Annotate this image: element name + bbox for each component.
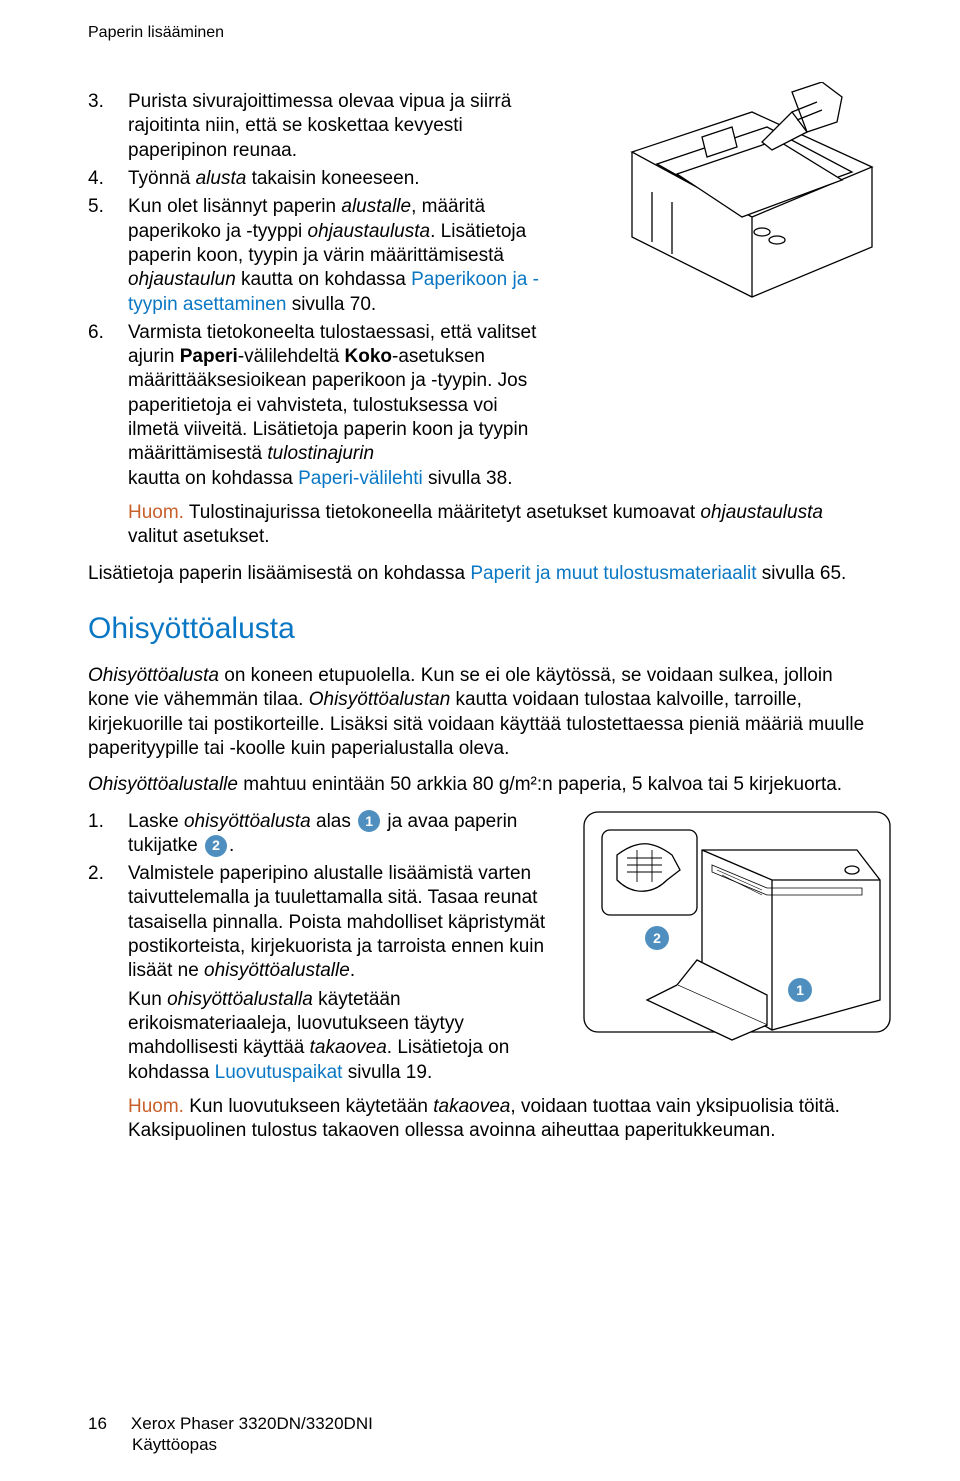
item-number: 3.	[88, 90, 110, 163]
item-number: 6.	[88, 321, 110, 491]
text-italic: Ohisyöttöalustan	[309, 689, 451, 710]
text-italic: takaovea	[310, 1037, 387, 1058]
text: Kun olet lisännyt paperin	[128, 196, 341, 217]
note-label: Huom.	[128, 502, 184, 523]
paragraph-2a: Ohisyöttöalusta on koneen etupuolella. K…	[88, 664, 872, 761]
text: takaisin koneeseen.	[246, 168, 419, 189]
note-label: Huom.	[128, 1096, 184, 1117]
text-italic: tulostinajurin	[267, 443, 374, 464]
figure-paper-tray	[592, 82, 892, 342]
block-steps-1-2: 2 1 1. Laske ohisyöttöalusta alas 1 ja a…	[88, 810, 872, 1144]
page-footer: 16 Xerox Phaser 3320DN/3320DNI Käyttöopas	[88, 1413, 373, 1456]
footer-product: Xerox Phaser 3320DN/3320DNI	[131, 1414, 373, 1433]
text-italic: ohjaustaulusta	[700, 502, 823, 523]
note-1: Huom. Tulostinajurissa tietokoneella mää…	[128, 501, 872, 550]
text: -välilehdeltä	[238, 346, 345, 367]
text: sivulla 19.	[342, 1062, 432, 1083]
text: sivulla 65.	[757, 563, 847, 584]
link-text: Paperit ja muut tulostusmateriaalit	[470, 563, 756, 584]
list-item: 6. Varmista tietokoneelta tulostaessasi,…	[88, 321, 872, 491]
item-body: Varmista tietokoneelta tulostaessasi, et…	[128, 321, 872, 491]
link-text: Luovutuspaikat	[215, 1062, 343, 1083]
item-number: 2.	[88, 862, 110, 1085]
text-italic: ohisyöttöalusta	[184, 811, 311, 832]
figure-printer-bypass: 2 1	[582, 810, 892, 1060]
text-italic: ohjaustaulusta	[308, 221, 431, 242]
page: Paperin lisääminen	[0, 0, 960, 1481]
item-number: 4.	[88, 167, 110, 191]
text: Laske	[128, 811, 184, 832]
text: mahtuu enintään 50 arkkia 80 g/m²:n pape…	[238, 774, 842, 795]
page-number: 16	[88, 1413, 107, 1434]
text: .	[350, 960, 355, 981]
block-steps-3-6: 3. Purista sivurajoittimessa olevaa vipu…	[88, 90, 872, 550]
text: Kun luovutukseen käytetään	[184, 1096, 433, 1117]
text-italic: Ohisyöttöalustalle	[88, 774, 238, 795]
text: valitut asetukset.	[128, 526, 270, 547]
text: sivulla 38.	[423, 468, 513, 489]
text: sivulla 70.	[286, 294, 376, 315]
text: .	[229, 835, 234, 856]
text-italic: takaovea	[433, 1096, 510, 1117]
paragraph-2b: Ohisyöttöalustalle mahtuu enintään 50 ar…	[88, 773, 872, 797]
text: alas	[311, 811, 356, 832]
text: Kun	[128, 989, 167, 1010]
item-number: 1.	[88, 810, 110, 859]
running-header: Paperin lisääminen	[88, 24, 872, 42]
text-bold: Paperi	[180, 346, 238, 367]
footer-doc-title: Käyttöopas	[132, 1434, 217, 1455]
callout-2: 2	[653, 930, 661, 946]
badge-1: 1	[358, 810, 380, 832]
text-italic: ohisyöttöalustalle	[204, 960, 350, 981]
callout-1: 1	[796, 982, 804, 998]
text: Työnnä	[128, 168, 196, 189]
section-heading-ohisyottoalusta: Ohisyöttöalusta	[88, 612, 872, 646]
text: Purista sivurajoittimessa olevaa vipua j…	[128, 91, 511, 161]
note-2: Huom. Kun luovutukseen käytetään takaove…	[128, 1095, 872, 1144]
text-italic: ohisyöttöalustalla	[167, 989, 313, 1010]
text-italic: Ohisyöttöalusta	[88, 665, 219, 686]
text: kautta on kohdassa	[236, 269, 411, 290]
text-italic: ohjaustaulun	[128, 269, 236, 290]
badge-2: 2	[205, 835, 227, 857]
paragraph-more-info: Lisätietoja paperin lisäämisestä on kohd…	[88, 562, 872, 586]
text: Lisätietoja paperin lisäämisestä on kohd…	[88, 563, 470, 584]
text-italic: alusta	[196, 168, 247, 189]
text: Tulostinajurissa tietokoneella määritety…	[184, 502, 700, 523]
text-bold: Koko	[345, 346, 393, 367]
link-text: Paperi-välilehti	[298, 468, 423, 489]
text: kautta on kohdassa	[128, 468, 298, 489]
text-italic: alustalle	[341, 196, 411, 217]
item-number: 5.	[88, 195, 110, 317]
